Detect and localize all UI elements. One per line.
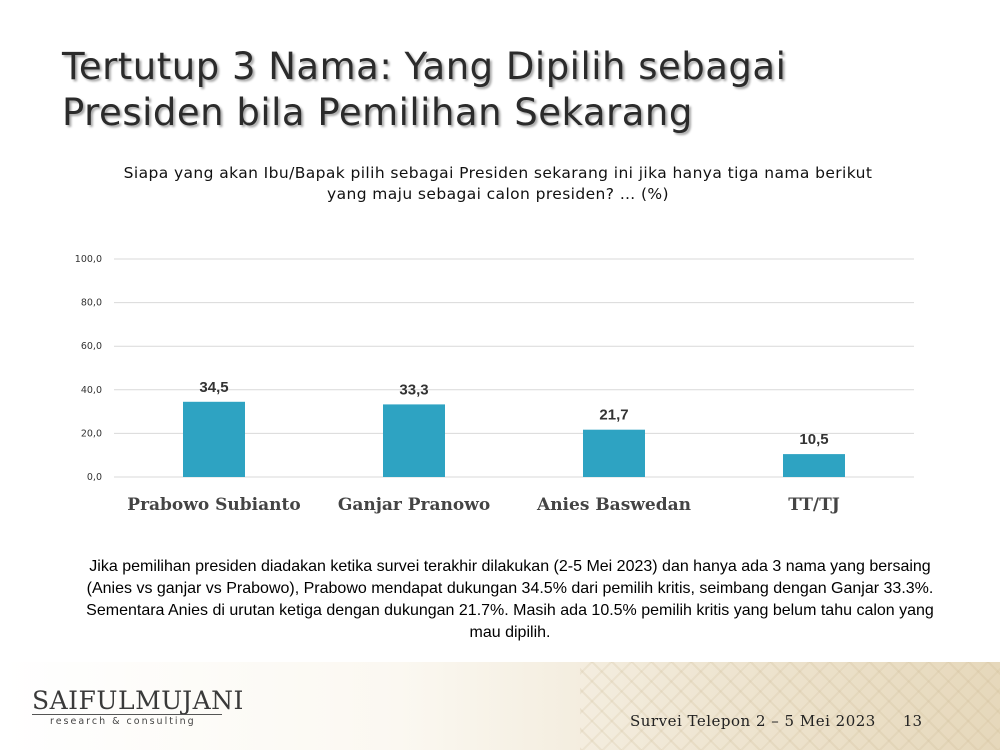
x-tick-label: Ganjar Pranowo (338, 495, 490, 515)
data-label: 34,5 (199, 379, 228, 396)
logo-tagline: research & consulting (50, 716, 196, 727)
y-tick-label: 20,0 (81, 428, 102, 439)
survey-label: Survei Telepon 2 – 5 Mei 2023 (630, 712, 876, 730)
y-tick-label: 60,0 (81, 341, 102, 352)
data-label: 21,7 (599, 407, 628, 424)
question-line-1: Siapa yang akan Ibu/Bapak pilih sebagai … (123, 164, 873, 182)
question-line-2: yang maju sebagai calon presiden? … (%) (327, 185, 669, 203)
y-tick-label: 0,0 (87, 472, 102, 483)
title-line-1: Tertutup 3 Nama: Yang Dipilih sebagai (62, 45, 787, 88)
y-tick-label: 100,0 (75, 254, 102, 265)
x-tick-label: TT/TJ (788, 495, 840, 515)
page-number: 13 (903, 712, 923, 730)
slide-title: Tertutup 3 Nama: Yang Dipilih sebagai Pr… (62, 44, 962, 136)
x-tick-label: Anies Baswedan (536, 495, 691, 515)
x-tick-label: Prabowo Subianto (127, 495, 300, 515)
footer-band (0, 662, 1000, 750)
data-label: 10,5 (799, 431, 828, 448)
bar-chart: 0,0 20,0 40,0 60,0 80,0 100,0 34,5 Prabowo Subi… (75, 254, 914, 515)
y-tick-label: 40,0 (81, 385, 102, 396)
summary-text: Jika pemilihan presiden diadakan ketika … (86, 558, 934, 641)
bar (583, 429, 645, 477)
y-tick-label: 80,0 (81, 298, 102, 309)
data-label: 33,3 (399, 381, 428, 398)
logo-wordmark: SAIFULMUJANI (32, 686, 244, 715)
logo-divider (32, 714, 222, 715)
bar (383, 404, 445, 477)
survey-question: Siapa yang akan Ibu/Bapak pilih sebagai … (60, 163, 936, 205)
bar (183, 401, 245, 477)
footer-ornament (580, 662, 1000, 750)
title-line-2: Presiden bila Pemilihan Sekarang (62, 91, 693, 134)
bar (783, 454, 845, 477)
